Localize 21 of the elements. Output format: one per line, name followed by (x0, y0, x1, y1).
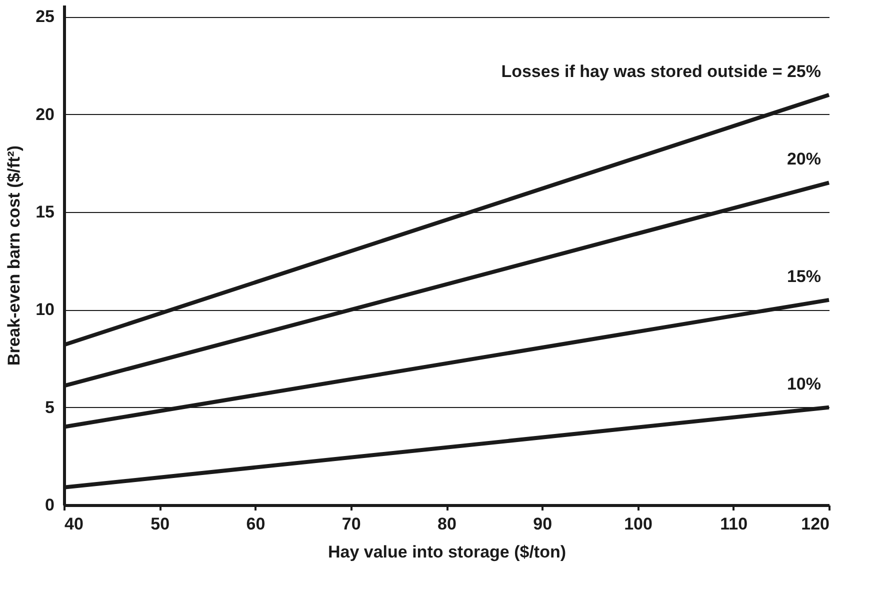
x-tick-label: 60 (246, 514, 266, 534)
y-axis-title: Break-even barn cost ($/ft²) (4, 145, 24, 366)
x-tick-label: 50 (150, 514, 170, 534)
series-label: 20% (786, 150, 821, 169)
x-tick-label: 90 (533, 514, 552, 534)
y-tick-label: 10 (36, 300, 54, 320)
y-tick-label: 25 (36, 7, 54, 26)
series-label: 10% (786, 374, 821, 394)
x-tick-label: 40 (64, 514, 84, 534)
series-label: Losses if hay was stored outside = 25% (501, 62, 821, 81)
x-tick-label: 120 (801, 514, 830, 534)
series-label: 15% (786, 266, 821, 286)
x-tick-label: 80 (438, 514, 456, 534)
x-axis-title: Hay value into storage ($/ton) (328, 542, 566, 562)
y-tick-label: 15 (36, 202, 54, 222)
x-tick-label: 70 (342, 514, 361, 534)
y-tick-label: 5 (45, 398, 54, 417)
x-tick-label: 100 (624, 514, 652, 534)
y-tick-label: 0 (45, 496, 54, 514)
x-tick-label: 110 (720, 514, 748, 534)
y-tick-label: 20 (36, 104, 54, 124)
